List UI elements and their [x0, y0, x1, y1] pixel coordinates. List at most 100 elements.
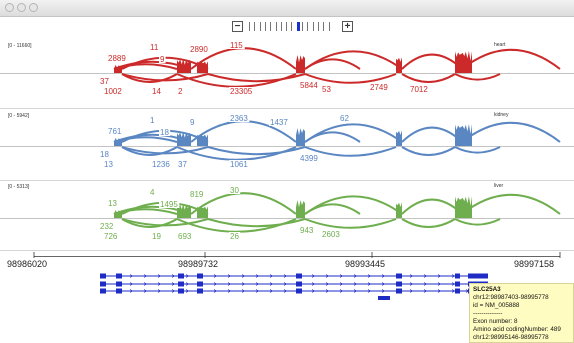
splice-junction-arc[interactable] [401, 198, 463, 215]
gene-model-track[interactable] [100, 273, 488, 301]
transcript-exon[interactable] [378, 296, 390, 300]
transcript-exon[interactable] [396, 273, 402, 279]
transcript-exon[interactable] [396, 281, 402, 287]
splice-junction-arc[interactable] [207, 218, 306, 228]
junction-count-label: 37 [178, 160, 187, 169]
splice-junction-arc[interactable] [304, 195, 403, 215]
transcript-exon[interactable] [455, 288, 460, 294]
splice-junction-arc[interactable] [304, 58, 361, 70]
zoom-out-button[interactable]: − [232, 21, 243, 32]
splice-junction-arc[interactable] [121, 146, 178, 156]
transcript-exon[interactable] [455, 281, 460, 287]
transcript-exon[interactable] [100, 273, 106, 279]
splice-junction-arc[interactable] [304, 146, 397, 157]
splice-junction-arc[interactable] [454, 73, 501, 81]
zoom-tick[interactable] [307, 22, 309, 31]
splice-junction-arc[interactable] [401, 126, 463, 143]
zoom-window-button[interactable] [29, 3, 38, 12]
splice-junction-arc[interactable] [190, 192, 297, 215]
splice-junction-arc[interactable] [461, 121, 561, 143]
transcript-exon[interactable] [178, 288, 184, 294]
minimize-window-button[interactable] [17, 3, 26, 12]
splice-junction-arc[interactable] [113, 136, 178, 143]
transcript-exon[interactable] [455, 273, 460, 279]
zoom-tick[interactable] [270, 22, 272, 31]
transcript-exon[interactable] [100, 288, 106, 294]
zoom-tick[interactable] [317, 22, 319, 31]
strand-arrow [171, 274, 176, 278]
strand-arrow [423, 274, 428, 278]
transcript-exon[interactable] [296, 288, 302, 294]
splice-junction-arc[interactable] [304, 123, 403, 143]
splice-junction-arc[interactable] [113, 208, 178, 215]
zoom-tick[interactable] [312, 22, 314, 31]
transcript-exon[interactable] [468, 273, 488, 279]
splice-junction-arc[interactable] [461, 48, 561, 70]
transcript-exon[interactable] [296, 281, 302, 287]
zoom-tick[interactable] [259, 22, 261, 31]
splice-junction-arc[interactable] [207, 146, 306, 156]
zoom-tick[interactable] [280, 22, 282, 31]
zoom-tick[interactable] [328, 22, 330, 31]
strand-arrow [451, 282, 456, 286]
splice-junction-arc[interactable] [121, 73, 178, 83]
transcript-exon[interactable] [197, 273, 203, 279]
junction-count-label: 62 [340, 114, 349, 123]
transcript-exon[interactable] [396, 288, 402, 294]
close-window-button[interactable] [5, 3, 14, 12]
transcript-exon[interactable] [116, 288, 122, 294]
splice-junction-arc[interactable] [304, 203, 361, 215]
splice-junction-arc[interactable] [401, 146, 456, 156]
splice-junction-arc[interactable] [401, 73, 456, 83]
axis-tick-label: 98993445 [345, 259, 386, 269]
transcript-exon[interactable] [116, 281, 122, 287]
splice-junction-arc[interactable] [454, 218, 501, 226]
zoom-tick[interactable] [302, 22, 303, 31]
axis-tick-label: 98986020 [7, 259, 48, 269]
strand-arrow [311, 282, 316, 286]
junction-label-bg [409, 85, 430, 93]
splice-junction-arc[interactable] [121, 146, 209, 155]
zoom-tick[interactable] [264, 22, 266, 31]
strand-arrow [283, 274, 288, 278]
transcript-exon[interactable] [197, 281, 203, 287]
zoom-tick[interactable] [249, 22, 250, 31]
strand-arrow [339, 274, 344, 278]
strand-arrow [381, 274, 386, 278]
splice-junction-arc[interactable] [401, 53, 463, 70]
splice-junction-arc[interactable] [454, 146, 501, 154]
junction-label-bg [321, 85, 333, 93]
zoom-tick[interactable] [286, 22, 288, 31]
junction-label-bg [229, 41, 245, 49]
zoom-tick[interactable] [296, 22, 300, 31]
transcript-exon[interactable] [197, 288, 203, 294]
junction-count-label: 4 [150, 188, 155, 197]
splice-junction-arc[interactable] [401, 218, 456, 228]
splice-junction-arc[interactable] [207, 73, 306, 83]
transcript-exon[interactable] [100, 281, 106, 287]
transcript-exon[interactable] [296, 273, 302, 279]
strand-arrow [241, 289, 246, 293]
splice-junction-arc[interactable] [461, 193, 561, 215]
junction-label-bg [229, 87, 254, 95]
splice-junction-arc[interactable] [304, 73, 397, 84]
strand-arrow [339, 282, 344, 286]
splice-junction-arc[interactable] [121, 218, 209, 227]
splice-junction-arc[interactable] [304, 131, 361, 143]
zoom-tick[interactable] [323, 22, 325, 31]
splice-junction-arc[interactable] [121, 73, 209, 82]
splice-junction-arc[interactable] [113, 63, 178, 70]
splice-junction-arc[interactable] [121, 218, 178, 228]
transcript-exon[interactable] [178, 281, 184, 287]
strand-arrow [353, 282, 358, 286]
zoom-tick[interactable] [291, 22, 293, 31]
zoom-in-button[interactable]: + [342, 21, 353, 32]
transcript-exon[interactable] [116, 273, 122, 279]
junction-label-bg [229, 114, 250, 122]
splice-junction-arc[interactable] [304, 50, 403, 70]
zoom-tick[interactable] [254, 22, 256, 31]
splice-junction-arc[interactable] [304, 218, 397, 229]
zoom-tick[interactable] [275, 22, 277, 31]
transcript-exon[interactable] [178, 273, 184, 279]
